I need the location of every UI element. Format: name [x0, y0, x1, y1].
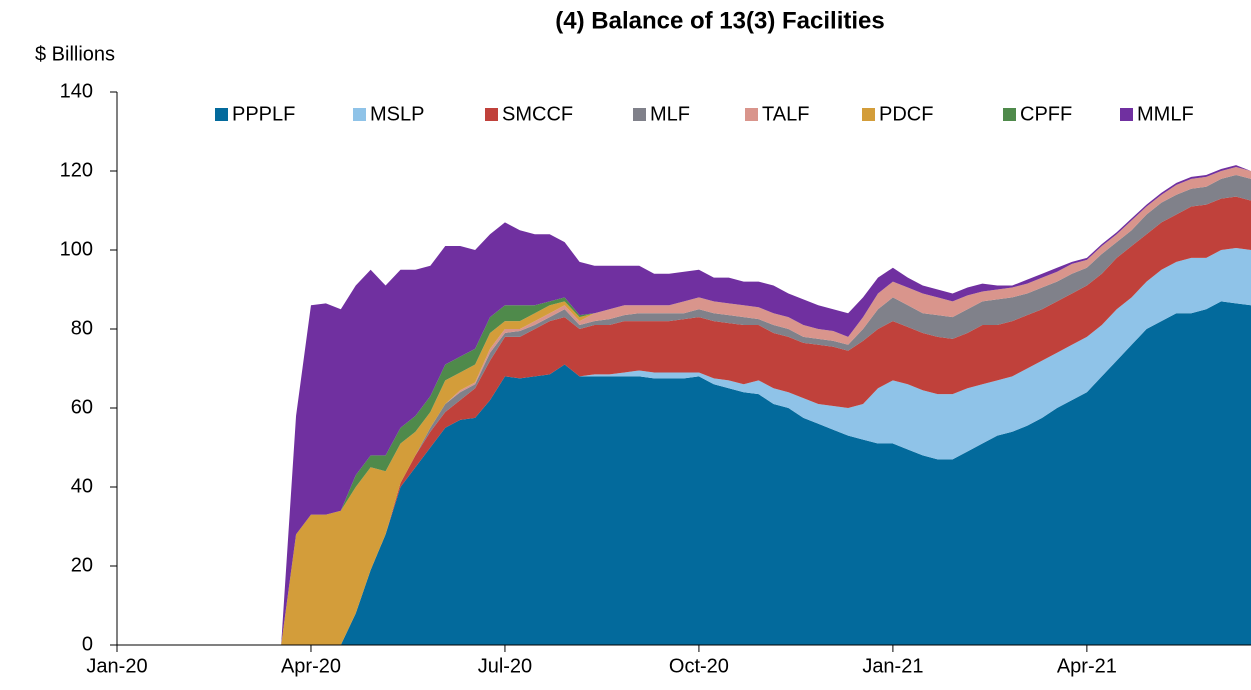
legend-label: MLF [650, 103, 690, 125]
y-tick-label: 140 [60, 80, 93, 102]
legend-swatch [1003, 108, 1016, 121]
y-tick-label: 120 [60, 159, 93, 181]
x-tick-label: Jan-21 [862, 655, 923, 677]
x-tick-label: Apr-21 [1057, 655, 1117, 677]
legend-swatch [745, 108, 758, 121]
legend-label: TALF [762, 103, 809, 125]
legend-label: MSLP [370, 103, 424, 125]
x-tick-label: Oct-20 [669, 655, 729, 677]
y-tick-label: 20 [71, 554, 93, 576]
y-tick-label: 40 [71, 475, 93, 497]
legend-label: SMCCF [502, 103, 573, 125]
x-tick-label: Jul-20 [478, 655, 532, 677]
legend-swatch [215, 108, 228, 121]
y-tick-label: 100 [60, 238, 93, 260]
y-axis-label: $ Billions [35, 43, 115, 65]
legend-swatch [485, 108, 498, 121]
legend-swatch [353, 108, 366, 121]
y-tick-label: 80 [71, 317, 93, 339]
area [117, 196, 1251, 645]
area [117, 165, 1251, 645]
legend-swatch [1120, 108, 1133, 121]
areas [117, 165, 1251, 646]
chart-title: (4) Balance of 13(3) Facilities [555, 7, 884, 34]
legend-label: CPFF [1020, 103, 1072, 125]
legend-label: PPPLF [232, 103, 295, 125]
x-tick-label: Jan-20 [86, 655, 147, 677]
legend-label: PDCF [879, 103, 933, 125]
axes: 0 20 40 60 80 100 120 140 Jan-20 Apr-20 Jul-20 Oct-… [60, 80, 1251, 677]
area [117, 301, 1251, 645]
y-tick-label: 60 [71, 396, 93, 418]
legend-swatch [633, 108, 646, 121]
x-tick-label: Apr-20 [281, 655, 341, 677]
legend-swatch [862, 108, 875, 121]
y-tick-label: 0 [82, 633, 93, 655]
legend-label: MMLF [1137, 103, 1194, 125]
